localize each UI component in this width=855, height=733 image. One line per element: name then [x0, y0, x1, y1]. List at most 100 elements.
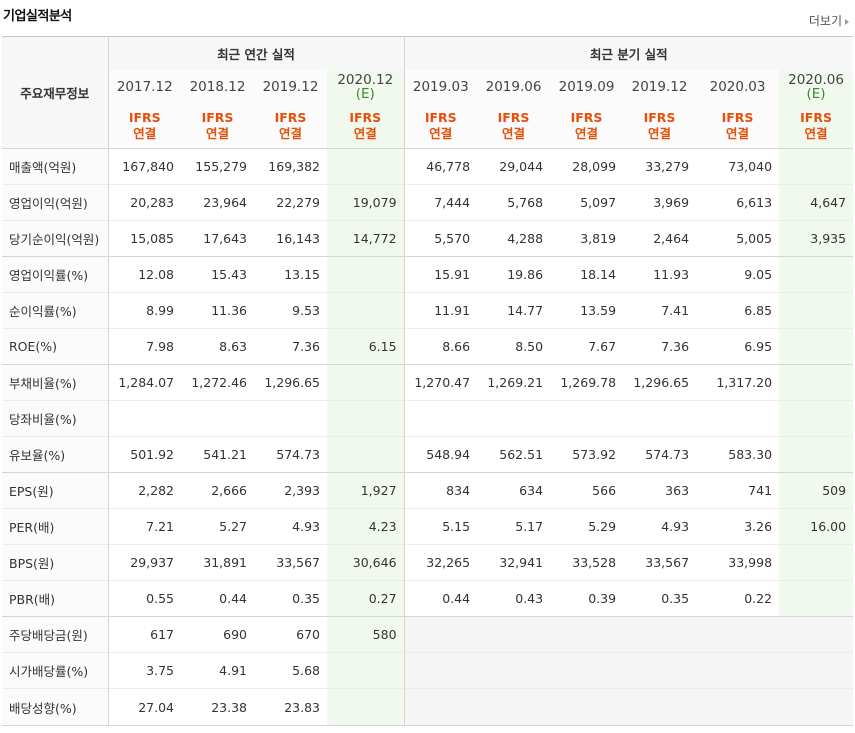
table-cell: 6.15 — [327, 328, 405, 365]
more-label: 더보기 — [808, 14, 842, 28]
consolidated-label: 연결 — [726, 126, 750, 141]
corner-header: 주요재무정보 — [2, 36, 109, 149]
accounting-standard: IFRS 연결 — [254, 104, 327, 149]
table-cell: 32,265 — [403, 544, 478, 581]
row-label: EPS(원) — [2, 472, 109, 509]
table-cell: 3.26 — [696, 508, 780, 545]
table-cell — [403, 652, 478, 689]
row-label: 영업이익(억원) — [2, 184, 109, 221]
table-cell — [696, 400, 780, 437]
row-label: 순이익률(%) — [2, 292, 109, 329]
row-label: BPS(원) — [2, 544, 109, 581]
table-cell: 4.93 — [623, 508, 697, 545]
table-cell: 29,044 — [477, 148, 551, 185]
more-link[interactable]: 더보기 — [809, 12, 849, 29]
table-cell: 16,143 — [254, 220, 327, 257]
table-cell — [550, 400, 624, 437]
row-label: 배당성향(%) — [2, 688, 109, 726]
section-header: 기업실적분석 더보기 — [0, 0, 855, 36]
table-cell — [403, 400, 478, 437]
ifrs-label: IFRS — [201, 110, 234, 125]
table-cell: 5.17 — [477, 508, 551, 545]
table-cell: 155,279 — [181, 148, 254, 185]
table-cell: 541.21 — [181, 436, 254, 473]
table-cell: 0.55 — [108, 580, 181, 617]
table-cell: 3.75 — [108, 652, 181, 689]
table-cell: 617 — [108, 616, 181, 653]
table-cell: 509 — [779, 472, 854, 509]
ifrs-label: IFRS — [274, 110, 307, 125]
table-cell: 5.27 — [181, 508, 254, 545]
accounting-standard: IFRS 연결 — [403, 104, 478, 149]
row-label: PBR(배) — [2, 580, 109, 617]
table-cell: 0.27 — [327, 580, 405, 617]
table-cell: 2,393 — [254, 472, 327, 509]
table-row: 부채비율(%) 1,284.07 1,272.46 1,296.65 1,270.47 1… — [2, 364, 854, 401]
row-label: 매출액(억원) — [2, 148, 109, 185]
table-cell: 28,099 — [550, 148, 624, 185]
ifrs-label: IFRS — [424, 110, 457, 125]
table-cell — [696, 688, 780, 726]
table-cell: 33,998 — [696, 544, 780, 581]
row-label: PER(배) — [2, 508, 109, 545]
table-cell — [327, 688, 405, 726]
table-cell — [779, 328, 854, 365]
table-cell: 4.93 — [254, 508, 327, 545]
period-header: 2020.06 (E) — [779, 70, 854, 104]
table-cell: 33,567 — [623, 544, 697, 581]
table-cell: 3,969 — [623, 184, 697, 221]
table-cell: 562.51 — [477, 436, 551, 473]
consolidated-label: 연결 — [804, 126, 828, 141]
table-cell: 11.91 — [403, 292, 478, 329]
table-cell: 580 — [327, 616, 405, 653]
table-row: 유보율(%) 501.92 541.21 574.73 548.94 562.51 573.… — [2, 436, 854, 473]
period-label: 2020.03 — [709, 79, 766, 95]
section-title: 기업실적분석 — [3, 9, 72, 24]
period-label: 2019.06 — [485, 79, 542, 95]
table-cell: 19,079 — [327, 184, 405, 221]
table-cell — [779, 364, 854, 401]
table-cell — [550, 652, 624, 689]
consolidated-label: 연결 — [205, 126, 229, 141]
table-cell: 33,567 — [254, 544, 327, 581]
table-cell — [550, 616, 624, 653]
table-cell — [254, 400, 327, 437]
consolidated-label: 연결 — [648, 126, 672, 141]
table-cell: 1,284.07 — [108, 364, 181, 401]
table-cell: 46,778 — [403, 148, 478, 185]
table-row: BPS(원) 29,937 31,891 33,567 30,646 32,265 32,9… — [2, 544, 854, 581]
accounting-standard: IFRS 연결 — [477, 104, 551, 149]
table-row: ROE(%) 7.98 8.63 7.36 6.15 8.66 8.50 7.67 7.36 6.… — [2, 328, 854, 365]
table-cell — [779, 688, 854, 726]
table-cell — [779, 400, 854, 437]
consolidated-label: 연결 — [575, 126, 599, 141]
row-label: 유보율(%) — [2, 436, 109, 473]
consolidated-label: 연결 — [429, 126, 453, 141]
period-header: 2019.09 — [550, 70, 624, 104]
table-cell: 33,279 — [623, 148, 697, 185]
table-cell: 1,927 — [327, 472, 405, 509]
table-cell: 7.36 — [254, 328, 327, 365]
quarter-group-header: 최근 분기 실적 — [403, 36, 854, 70]
table-cell — [327, 148, 405, 185]
table-cell: 73,040 — [696, 148, 780, 185]
table-cell: 2,464 — [623, 220, 697, 257]
table-cell: 634 — [477, 472, 551, 509]
table-cell: 573.92 — [550, 436, 624, 473]
table-row: EPS(원) 2,282 2,666 2,393 1,927 834 634 566 363 74… — [2, 472, 854, 509]
period-header: 2019.12 — [254, 70, 327, 104]
table-cell: 6.95 — [696, 328, 780, 365]
table-cell: 13.15 — [254, 256, 327, 293]
table-cell: 363 — [623, 472, 697, 509]
annual-group-header: 최근 연간 실적 — [108, 36, 405, 70]
table-row: 영업이익(억원) 20,283 23,964 22,279 19,079 7,444 5,7… — [2, 184, 854, 221]
table-cell: 15.91 — [403, 256, 478, 293]
table-cell: 7.36 — [623, 328, 697, 365]
table-cell: 8.66 — [403, 328, 478, 365]
period-header: 2018.12 — [181, 70, 254, 104]
table-cell — [550, 688, 624, 726]
estimate-badge: (E) — [806, 86, 826, 102]
table-cell: 0.43 — [477, 580, 551, 617]
table-cell: 11.36 — [181, 292, 254, 329]
table-cell — [403, 616, 478, 653]
